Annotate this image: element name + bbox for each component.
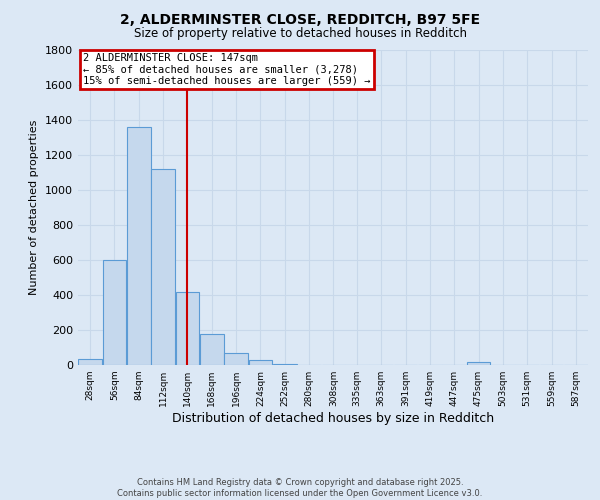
Bar [467, 362, 490, 365]
Y-axis label: Number of detached properties: Number of detached properties [29, 120, 40, 295]
Text: 2, ALDERMINSTER CLOSE, REDDITCH, B97 5FE: 2, ALDERMINSTER CLOSE, REDDITCH, B97 5FE [120, 12, 480, 26]
Bar [103, 260, 126, 365]
Bar [224, 353, 248, 365]
X-axis label: Distribution of detached houses by size in Redditch: Distribution of detached houses by size … [172, 412, 494, 425]
Bar [176, 292, 199, 365]
Bar [79, 359, 102, 365]
Bar [151, 169, 175, 365]
Bar [200, 334, 224, 365]
Text: 2 ALDERMINSTER CLOSE: 147sqm
← 85% of detached houses are smaller (3,278)
15% of: 2 ALDERMINSTER CLOSE: 147sqm ← 85% of de… [83, 53, 371, 86]
Text: Contains HM Land Registry data © Crown copyright and database right 2025.
Contai: Contains HM Land Registry data © Crown c… [118, 478, 482, 498]
Bar [249, 360, 272, 365]
Bar [127, 127, 151, 365]
Text: Size of property relative to detached houses in Redditch: Size of property relative to detached ho… [133, 28, 467, 40]
Bar [273, 364, 296, 365]
